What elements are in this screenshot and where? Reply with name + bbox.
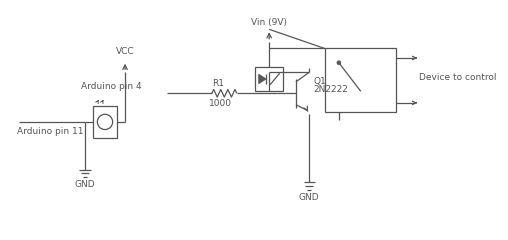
Text: Vin (9V): Vin (9V) <box>251 18 287 27</box>
Bar <box>92 106 117 138</box>
Text: GND: GND <box>75 180 96 189</box>
Text: GND: GND <box>299 193 320 202</box>
Polygon shape <box>259 74 266 84</box>
Text: Arduino pin 11: Arduino pin 11 <box>17 127 84 136</box>
Bar <box>255 66 283 91</box>
Text: Arduino pin 4: Arduino pin 4 <box>81 82 142 91</box>
Bar <box>325 48 396 112</box>
Text: R1: R1 <box>212 79 225 88</box>
Circle shape <box>337 61 341 65</box>
Text: 1000: 1000 <box>209 99 232 108</box>
Text: Device to control: Device to control <box>419 73 496 82</box>
Text: VCC: VCC <box>116 47 134 56</box>
Text: 2N2222: 2N2222 <box>313 85 348 94</box>
Text: Q1: Q1 <box>313 77 326 86</box>
